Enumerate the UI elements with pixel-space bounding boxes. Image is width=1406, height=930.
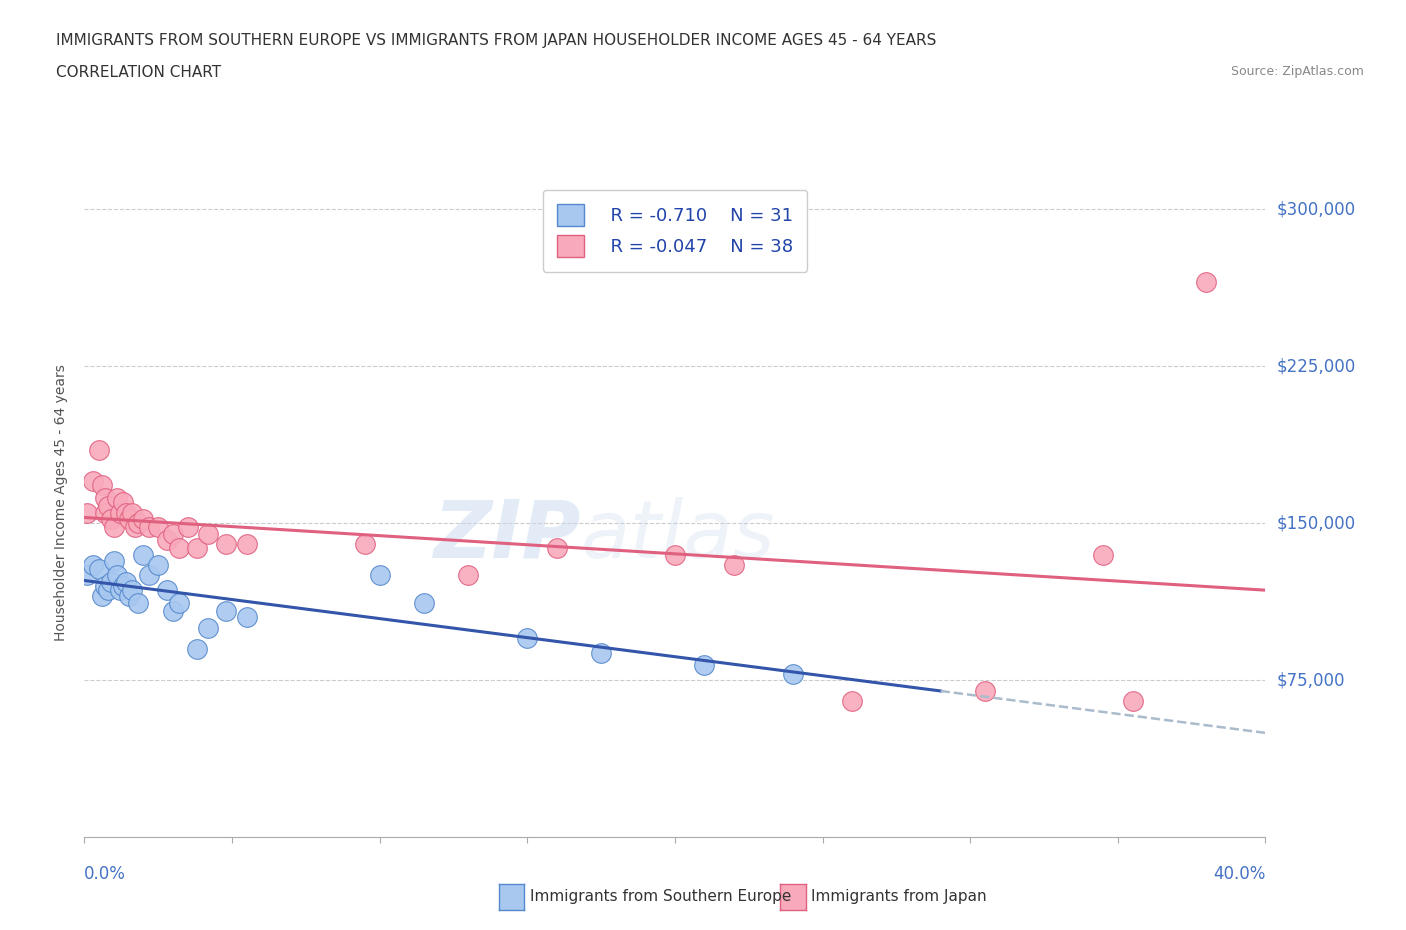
- Point: [413, 595, 436, 610]
- Point: [108, 582, 131, 598]
- Point: [215, 537, 238, 551]
- Point: [118, 512, 141, 526]
- Point: [127, 595, 149, 610]
- Text: IMMIGRANTS FROM SOUTHERN EUROPE VS IMMIGRANTS FROM JAPAN HOUSEHOLDER INCOME AGES: IMMIGRANTS FROM SOUTHERN EUROPE VS IMMIG…: [56, 33, 936, 47]
- Point: [156, 532, 179, 547]
- Point: [100, 575, 122, 590]
- Point: [121, 582, 143, 598]
- Point: [94, 505, 117, 520]
- Point: [546, 541, 568, 556]
- Point: [76, 568, 98, 583]
- Text: CORRELATION CHART: CORRELATION CHART: [56, 65, 221, 80]
- Point: [132, 547, 155, 562]
- Point: [94, 491, 117, 506]
- Point: [132, 512, 155, 526]
- Point: [1122, 694, 1144, 709]
- Text: $75,000: $75,000: [1277, 671, 1346, 689]
- Legend:   R = -0.710    N = 31,   R = -0.047    N = 38: R = -0.710 N = 31, R = -0.047 N = 38: [543, 190, 807, 272]
- Point: [167, 541, 190, 556]
- Point: [124, 520, 146, 535]
- Point: [162, 604, 184, 618]
- Point: [215, 604, 238, 618]
- Point: [177, 520, 200, 535]
- Point: [516, 631, 538, 645]
- Text: $150,000: $150,000: [1277, 514, 1355, 532]
- Point: [82, 474, 104, 489]
- Text: 40.0%: 40.0%: [1213, 865, 1265, 883]
- Point: [693, 658, 716, 673]
- Point: [82, 558, 104, 573]
- Point: [114, 575, 136, 590]
- Point: [354, 537, 377, 551]
- Point: [782, 666, 804, 681]
- Point: [368, 568, 391, 583]
- Point: [103, 520, 125, 535]
- Point: [156, 582, 179, 598]
- Point: [111, 495, 134, 510]
- Point: [105, 568, 128, 583]
- Point: [148, 520, 170, 535]
- Text: Source: ZipAtlas.com: Source: ZipAtlas.com: [1230, 65, 1364, 78]
- Point: [186, 642, 208, 657]
- Point: [235, 610, 259, 625]
- Text: Immigrants from Southern Europe: Immigrants from Southern Europe: [530, 889, 792, 904]
- Point: [127, 516, 149, 531]
- Point: [108, 505, 131, 520]
- Point: [1195, 275, 1218, 290]
- Point: [197, 620, 219, 635]
- Point: [1091, 547, 1114, 562]
- Text: $300,000: $300,000: [1277, 200, 1355, 219]
- Point: [87, 562, 111, 577]
- Point: [118, 589, 141, 604]
- Point: [186, 541, 208, 556]
- Point: [91, 478, 114, 493]
- Point: [235, 537, 259, 551]
- Point: [973, 683, 995, 698]
- Point: [148, 558, 170, 573]
- Point: [103, 553, 125, 568]
- Text: ZIP: ZIP: [433, 497, 581, 575]
- Text: atlas: atlas: [581, 497, 775, 575]
- Point: [121, 505, 143, 520]
- Point: [97, 582, 120, 598]
- Point: [591, 645, 613, 660]
- Point: [100, 512, 122, 526]
- Text: 0.0%: 0.0%: [84, 865, 127, 883]
- Point: [457, 568, 479, 583]
- Point: [138, 568, 160, 583]
- Point: [105, 491, 128, 506]
- Point: [138, 520, 160, 535]
- Point: [162, 526, 184, 541]
- Point: [723, 558, 745, 573]
- Text: $225,000: $225,000: [1277, 357, 1355, 375]
- Point: [114, 505, 136, 520]
- Point: [91, 589, 114, 604]
- Point: [197, 526, 219, 541]
- Text: Immigrants from Japan: Immigrants from Japan: [811, 889, 987, 904]
- Point: [111, 578, 134, 593]
- Point: [87, 443, 111, 458]
- Y-axis label: Householder Income Ages 45 - 64 years: Householder Income Ages 45 - 64 years: [55, 364, 69, 641]
- Point: [167, 595, 190, 610]
- Point: [664, 547, 686, 562]
- Point: [94, 578, 117, 593]
- Point: [841, 694, 863, 709]
- Point: [97, 499, 120, 514]
- Point: [76, 505, 98, 520]
